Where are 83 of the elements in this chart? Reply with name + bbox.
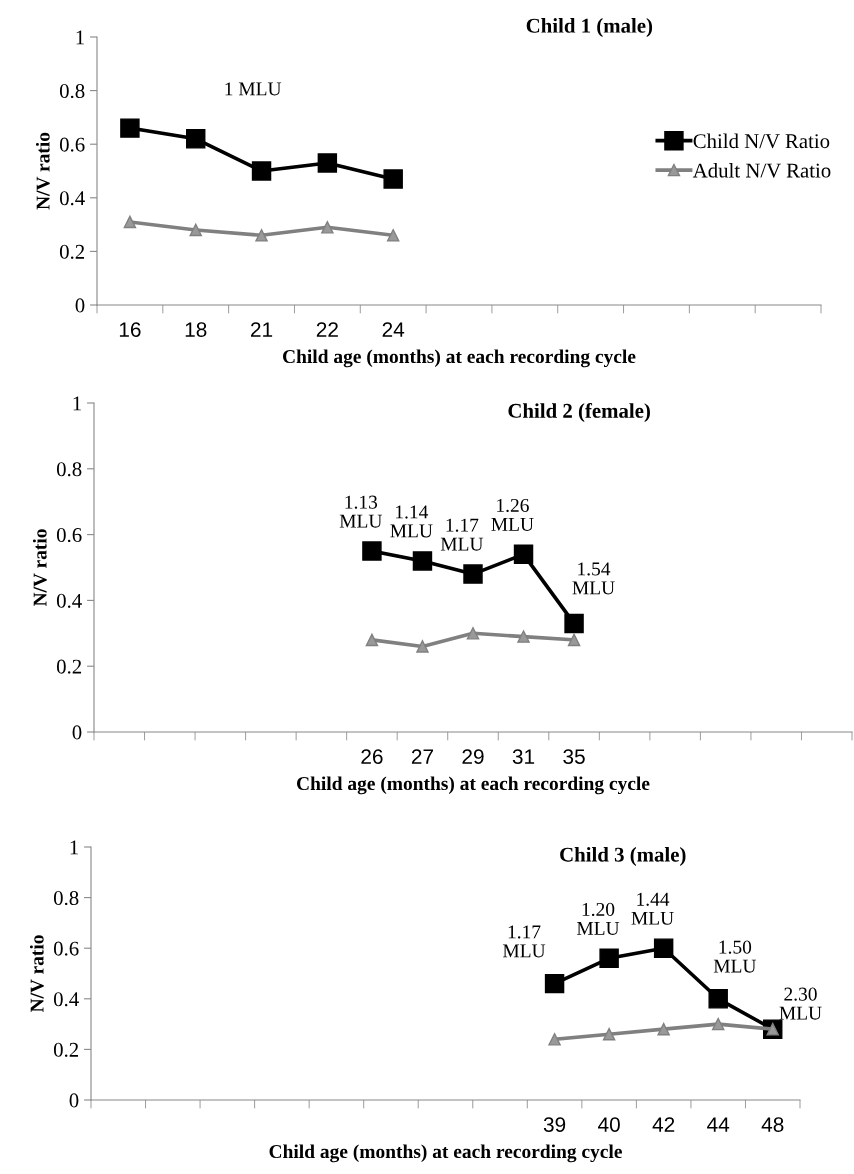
- point: [189, 223, 202, 237]
- y-tick-label: 0.4: [53, 992, 79, 1007]
- y-tick-label: 0.2: [56, 659, 82, 674]
- point: [711, 1017, 725, 1031]
- x-tick-label: 44: [707, 1117, 730, 1132]
- point: [463, 564, 483, 584]
- point: [321, 221, 334, 234]
- point: [657, 1022, 670, 1036]
- y-tick-label: 0.8: [59, 83, 85, 99]
- annotation: 1.20 MLU: [576, 902, 620, 935]
- annotation: 1.54 MLU: [572, 562, 615, 595]
- y-tick-label: 1: [73, 396, 81, 411]
- x-tick-label: 21: [251, 322, 273, 337]
- annotation: 1.26 MLU: [491, 498, 534, 531]
- x-tick-label: 24: [382, 322, 405, 337]
- x-tick-label: 29: [462, 749, 484, 764]
- x-tick-label: 48: [761, 1117, 784, 1132]
- y-tick-label: 0: [72, 725, 82, 740]
- y-axis-title: N/V ratio: [32, 529, 47, 607]
- point: [386, 229, 400, 242]
- point: [251, 161, 272, 181]
- x-tick-label: 22: [316, 322, 338, 337]
- point: [513, 544, 534, 565]
- x-axis-title: Child age (months) at each recording cycle: [269, 1144, 622, 1163]
- chart-title: Child 1 (male): [526, 18, 653, 37]
- x-tick-label: 35: [563, 749, 585, 764]
- point: [416, 640, 429, 653]
- y-tick-label: 0.6: [53, 941, 79, 956]
- x-tick-label: 42: [652, 1117, 675, 1132]
- x-tick-label: 26: [361, 749, 383, 764]
- point: [466, 627, 480, 640]
- y-tick-label: 0.2: [53, 1042, 79, 1057]
- annotation: 1.13 MLU: [339, 495, 383, 528]
- y-tick-label: 0: [75, 298, 85, 313]
- x-axis-title: Child age (months) at each recording cycle: [296, 776, 650, 795]
- x-tick-label: 39: [543, 1117, 566, 1132]
- x-tick-label: 16: [119, 322, 141, 337]
- y-axis-title: N/V ratio: [35, 132, 50, 210]
- point: [599, 948, 619, 969]
- legend-label: Adult N/V Ratio: [692, 162, 831, 178]
- point: [412, 551, 433, 571]
- point: [567, 633, 581, 647]
- y-tick-label: 0.6: [56, 527, 82, 543]
- y-tick-label: 0.4: [56, 593, 82, 608]
- point: [362, 541, 382, 561]
- annotation: 1.14 MLU: [390, 505, 433, 538]
- point: [186, 129, 206, 149]
- point: [564, 613, 584, 634]
- x-tick-label: 27: [411, 749, 434, 764]
- y-tick-label: 0.8: [53, 890, 79, 906]
- x-axis-title: Child age (months) at each recording cycle: [282, 349, 636, 368]
- point: [120, 118, 140, 138]
- y-tick-label: 0: [69, 1093, 79, 1108]
- y-tick-label: 1: [76, 30, 84, 45]
- y-tick-label: 1: [70, 840, 78, 855]
- annotation: 1 MLU: [225, 82, 282, 96]
- point: [653, 938, 674, 958]
- y-axis-title: N/V ratio: [29, 935, 44, 1013]
- x-tick-label: 18: [185, 322, 207, 337]
- legend-label: Child N/V Ratio: [693, 133, 830, 149]
- point: [548, 1033, 561, 1046]
- y-tick-label: 0.6: [59, 137, 85, 152]
- point: [383, 169, 403, 189]
- y-tick-label: 0.2: [59, 244, 85, 259]
- point: [317, 153, 338, 173]
- annotation: 1.17 MLU: [440, 518, 484, 551]
- chart-title: Child 3 (male): [560, 847, 686, 866]
- point: [365, 633, 379, 647]
- annotation: 2.30 MLU: [779, 987, 822, 1020]
- y-tick-label: 0.4: [59, 191, 85, 206]
- y-tick-label: 0.8: [56, 462, 82, 477]
- point: [708, 989, 728, 1009]
- point: [255, 229, 268, 242]
- x-tick-label: 40: [598, 1117, 620, 1132]
- annotation: 1.50 MLU: [713, 940, 757, 973]
- point: [602, 1027, 616, 1041]
- annotation: 1.17 MLU: [502, 925, 546, 958]
- annotation: 1.44 MLU: [631, 892, 674, 925]
- point: [123, 215, 137, 229]
- point: [517, 630, 530, 643]
- point: [544, 973, 565, 994]
- x-tick-label: 31: [512, 749, 535, 764]
- chart-title: Child 2 (female): [508, 403, 650, 423]
